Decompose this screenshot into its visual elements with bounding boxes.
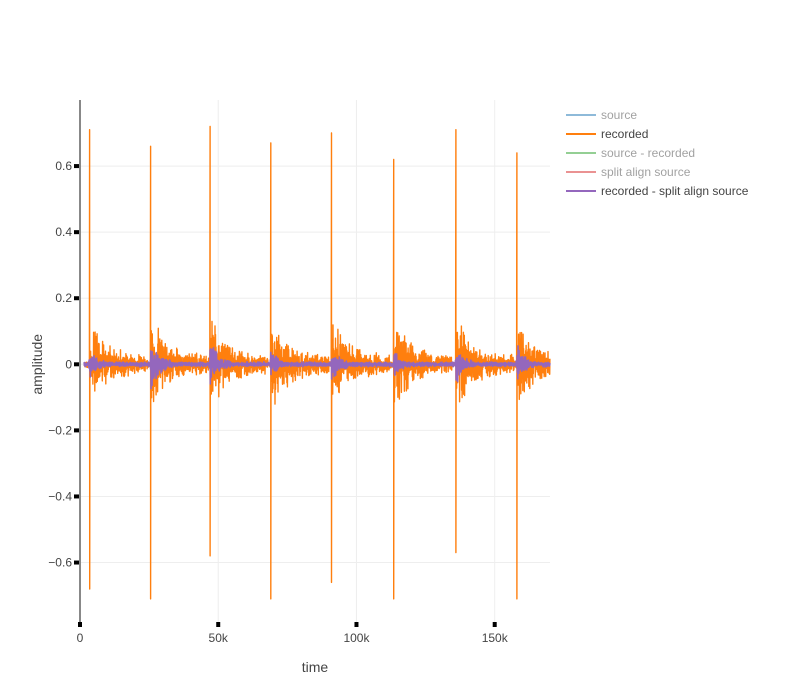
x-axis-title: time <box>302 659 329 675</box>
legend-item-source[interactable]: source <box>566 108 637 122</box>
legend: source recorded source - recorded split ali… <box>566 108 749 198</box>
x-tick-label: 50k <box>209 631 229 645</box>
y-tick: 0.2 <box>55 291 79 305</box>
plot-area[interactable] <box>83 125 551 600</box>
x-tick: 150k <box>482 622 509 645</box>
y-tick-label: 0.6 <box>55 159 72 173</box>
y-tick-label: 0.4 <box>55 225 72 239</box>
y-axis-ticks: −0.6 −0.4 −0.2 0 0.2 0.4 0.6 <box>48 159 79 570</box>
series-line-recorded-split-align-source[interactable] <box>83 345 551 390</box>
y-tick: −0.2 <box>48 423 79 437</box>
y-tick-label: −0.4 <box>48 489 72 503</box>
x-tick-label: 0 <box>77 631 84 645</box>
x-axis-ticks: 0 50k 100k 150k <box>77 622 509 645</box>
legend-label: recorded - split align source <box>601 184 749 198</box>
legend-item-recorded[interactable]: recorded <box>566 127 648 141</box>
y-tick: −0.6 <box>48 556 79 570</box>
y-tick: −0.4 <box>48 489 79 503</box>
legend-label: split align source <box>601 165 691 179</box>
y-axis-title: amplitude <box>29 334 45 395</box>
x-tick: 50k <box>209 622 229 645</box>
legend-label: recorded <box>601 127 648 141</box>
legend-label: source - recorded <box>601 146 695 160</box>
y-tick: 0.4 <box>55 225 79 239</box>
x-tick: 0 <box>77 622 84 645</box>
axes <box>79 100 81 622</box>
y-tick: 0.6 <box>55 159 79 173</box>
x-tick-label: 100k <box>343 631 370 645</box>
x-tick-label: 150k <box>482 631 509 645</box>
y-tick-label: −0.2 <box>48 423 72 437</box>
legend-item-recorded-split-align-source[interactable]: recorded - split align source <box>566 184 749 198</box>
legend-item-split-align-source[interactable]: split align source <box>566 165 691 179</box>
y-tick-label: −0.6 <box>48 556 72 570</box>
y-tick: 0 <box>65 357 79 371</box>
y-tick-label: 0 <box>65 357 72 371</box>
legend-label: source <box>601 108 637 122</box>
legend-item-source-recorded[interactable]: source - recorded <box>566 146 695 160</box>
x-tick: 100k <box>343 622 370 645</box>
y-tick-label: 0.2 <box>55 291 72 305</box>
